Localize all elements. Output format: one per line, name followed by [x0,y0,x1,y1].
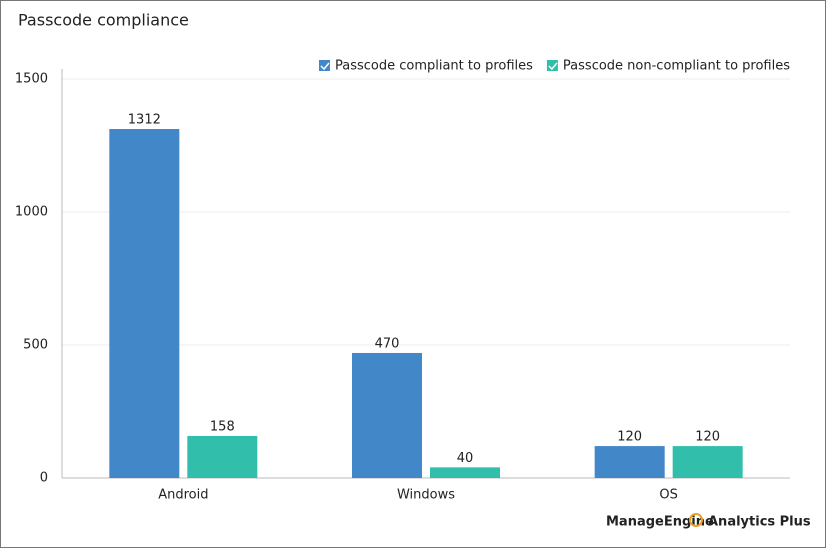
bar [430,467,500,478]
y-tick-label: 500 [23,338,48,353]
data-label: 158 [210,419,235,434]
y-tick-label: 0 [40,471,48,486]
x-tick-label: OS [659,488,677,503]
bar [672,446,743,478]
brand-product: Analytics Plus [708,515,811,530]
y-tick-label: 1000 [15,205,48,220]
legend-label[interactable]: Passcode non-compliant to profiles [563,59,790,74]
legend-check [548,62,558,71]
data-label: 120 [617,430,642,445]
legend-swatch[interactable] [546,60,558,71]
data-label: 40 [457,451,474,466]
x-tick-label: Android [158,488,208,503]
bar [109,129,180,478]
legend-swatch[interactable] [318,60,330,71]
legend-check [320,62,330,71]
x-tick-label: Windows [397,488,455,503]
y-tick-label: 1500 [15,72,48,87]
bar [594,446,665,478]
data-label: 470 [375,336,400,351]
legend-label[interactable]: Passcode compliant to profiles [335,59,533,74]
chart-title: Passcode compliance [18,11,189,30]
bar [187,435,258,478]
brand-name: ManageEngine [606,515,714,530]
brand-logo [689,513,703,527]
data-label: 120 [695,430,720,445]
data-label: 1312 [128,113,161,128]
bar [352,352,422,478]
